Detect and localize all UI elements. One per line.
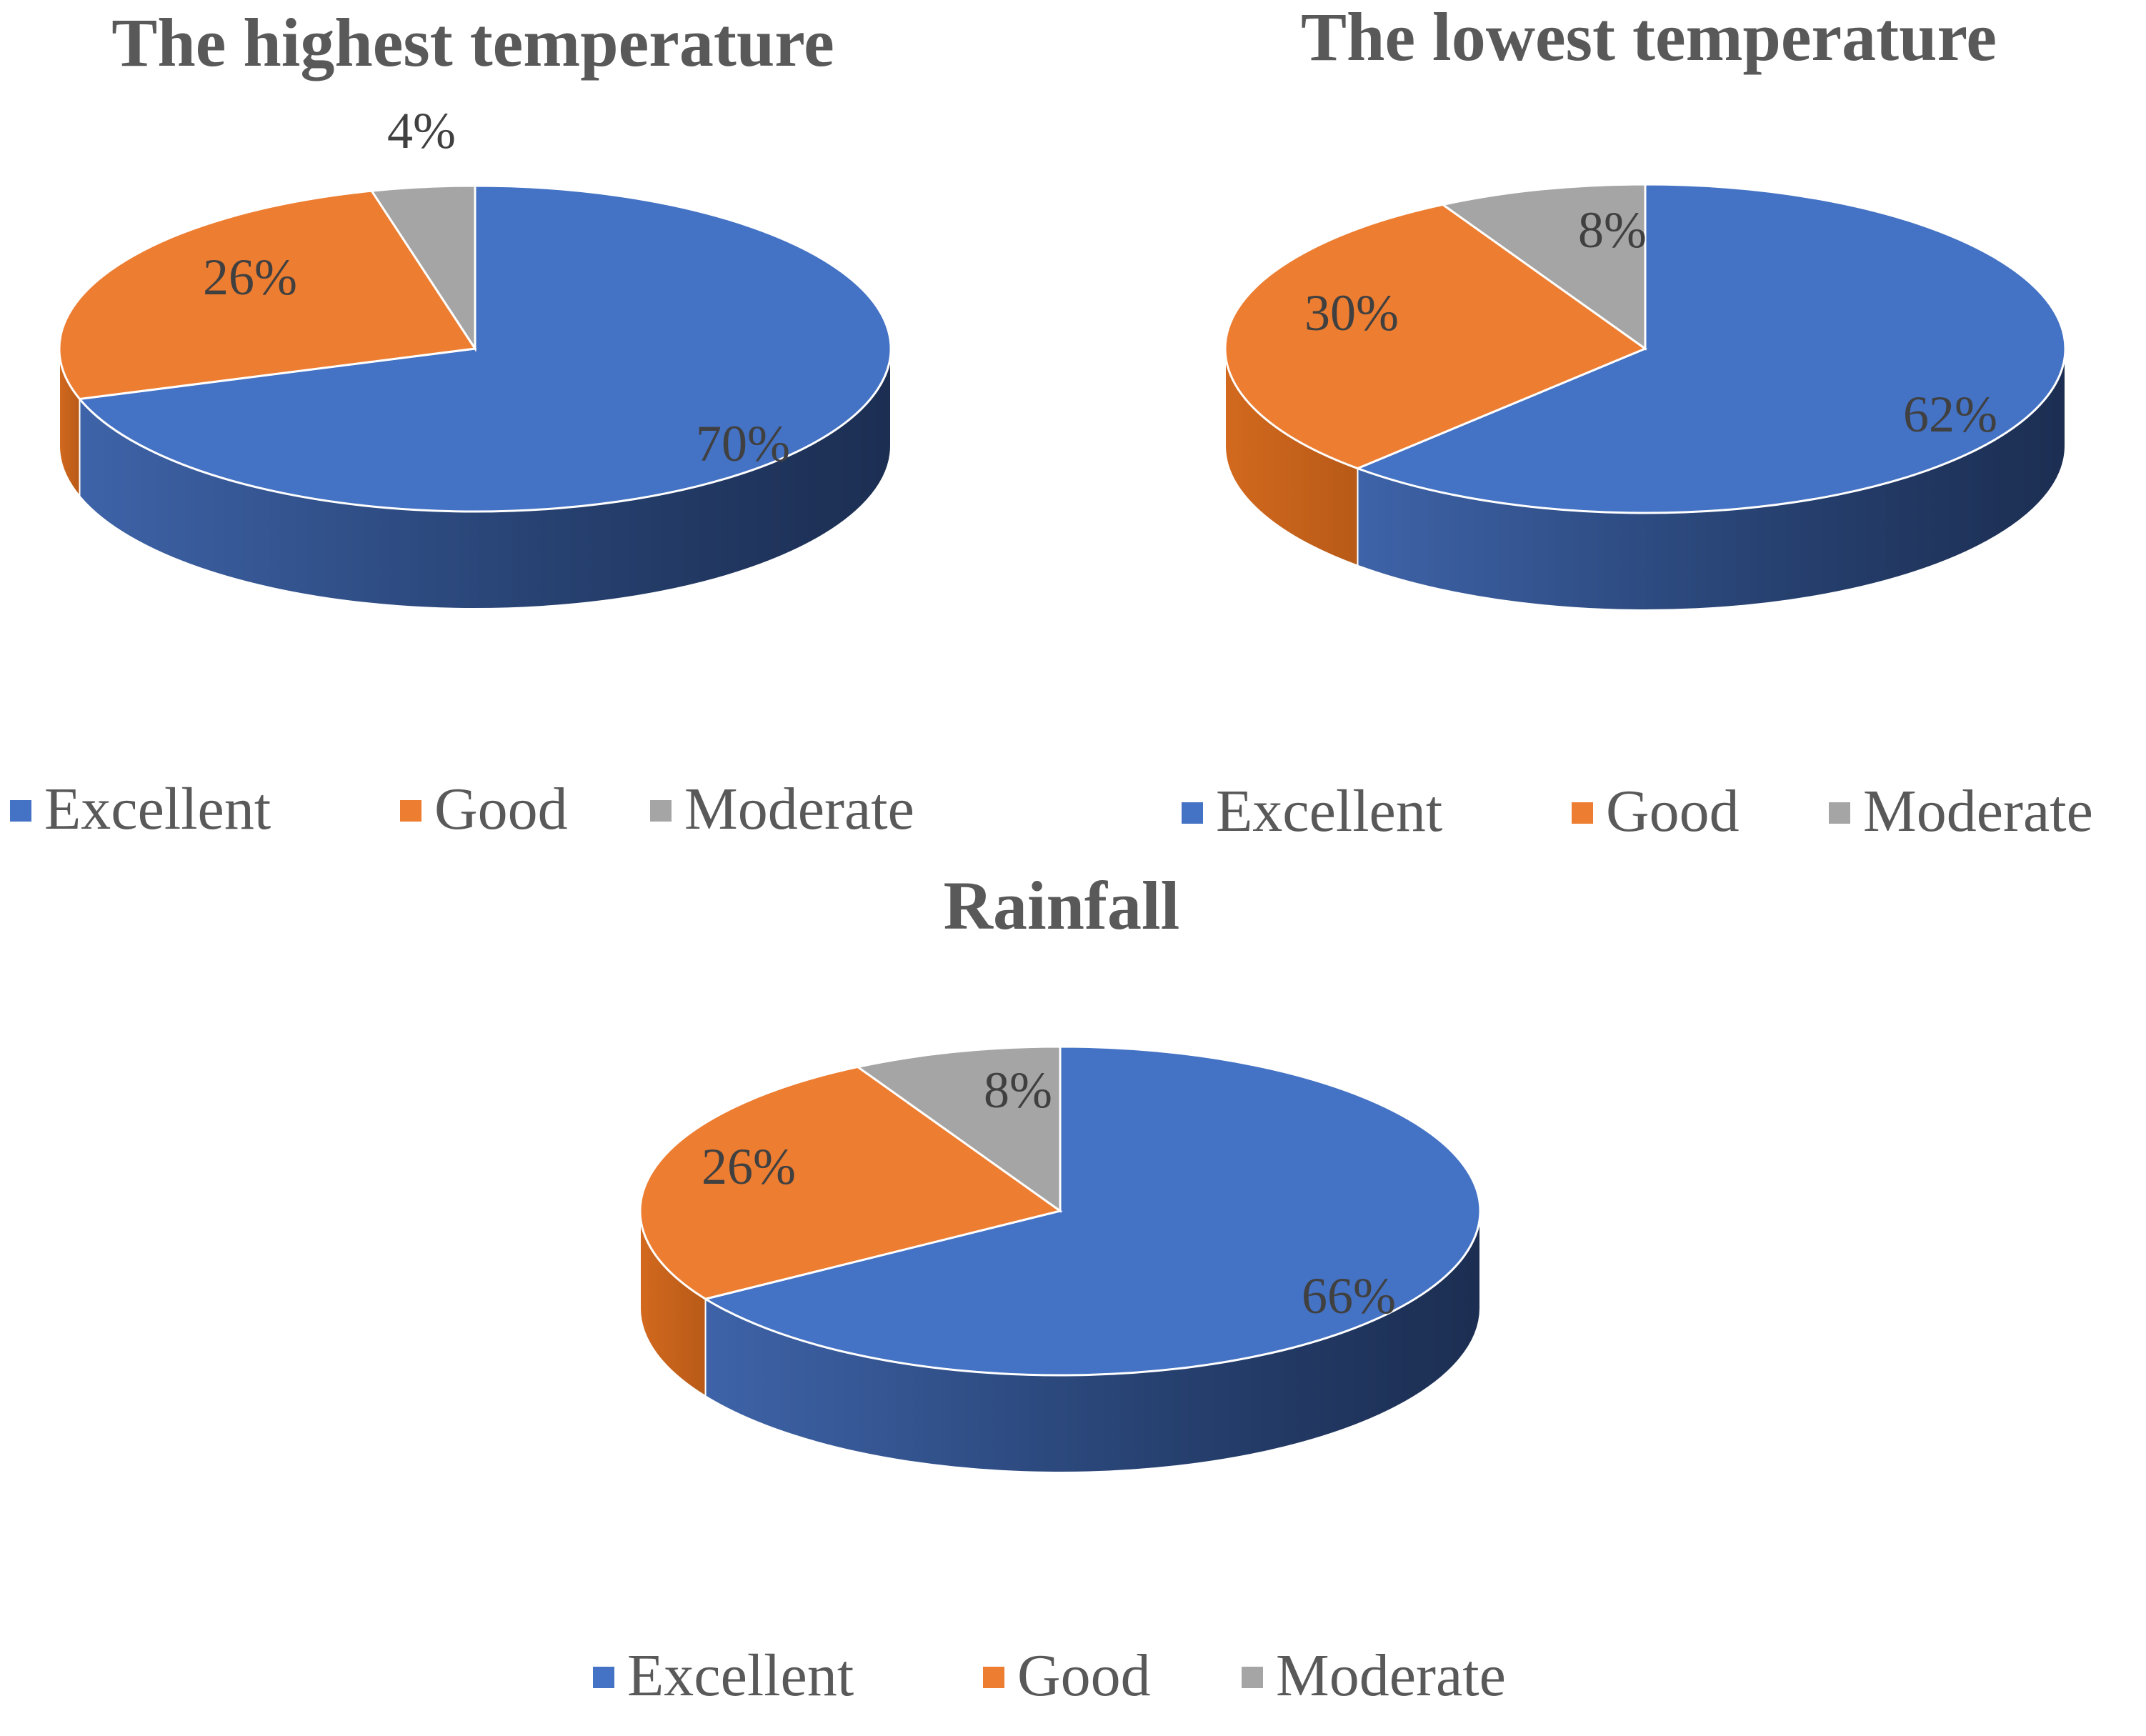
data-label-good: 30% xyxy=(1304,284,1399,341)
legend-highest-temperature: Excellent Good Moderate xyxy=(10,776,914,842)
data-label-moderate: 8% xyxy=(984,1062,1052,1119)
legend-label-excellent: Excellent xyxy=(44,776,271,842)
pie-highest-temperature: 70% 26% 4% xyxy=(58,102,892,609)
pie-slice-moderate xyxy=(1440,183,1647,351)
chart-rainfall: Rainfall 66% 26% 8% Excellent Good Moderate xyxy=(593,867,1506,1709)
pie-slice-excellent xyxy=(1354,183,2067,514)
pie-slice-good xyxy=(58,189,477,401)
pie-slice-good xyxy=(1224,203,1648,470)
data-label-excellent: 62% xyxy=(1903,386,1997,443)
pie-slice-moderate xyxy=(369,184,476,353)
legend-swatch-moderate xyxy=(650,800,672,822)
pie-rainfall: 66% 26% 8% xyxy=(639,1045,1482,1473)
legend-lowest-temperature: Excellent Good Moderate xyxy=(1182,778,2093,844)
legend-swatch-excellent xyxy=(593,1667,614,1688)
legend-label-moderate: Moderate xyxy=(1276,1642,1506,1709)
legend-label-good: Good xyxy=(1606,778,1740,844)
chart-title: Rainfall xyxy=(944,867,1180,944)
chart-title: The lowest temperature xyxy=(1301,0,1997,75)
chart-title: The highest temperature xyxy=(111,4,834,81)
pie-lowest-temperature: 62% 30% 8% xyxy=(1224,183,2067,611)
legend-swatch-good xyxy=(400,800,421,822)
legend-label-good: Good xyxy=(1017,1642,1151,1709)
data-label-good: 26% xyxy=(702,1138,796,1195)
pie-slice-excellent xyxy=(702,1045,1482,1377)
legend-label-excellent: Excellent xyxy=(627,1642,854,1709)
chart-highest-temperature: The highest temperature 70% 26% 4% Excelle… xyxy=(10,4,914,842)
chart-lowest-temperature: The lowest temperature 62% 30% 8% Excellen… xyxy=(1182,0,2093,844)
data-label-moderate: 4% xyxy=(387,102,456,159)
pie-slice-good xyxy=(639,1065,1063,1300)
pie-slice-excellent xyxy=(77,184,892,513)
legend-swatch-moderate xyxy=(1829,802,1850,824)
data-label-excellent: 66% xyxy=(1302,1267,1396,1325)
legend-rainfall: Excellent Good Moderate xyxy=(593,1642,1506,1709)
pie-slice-moderate xyxy=(855,1045,1062,1213)
legend-label-excellent: Excellent xyxy=(1216,778,1442,844)
legend-label-moderate: Moderate xyxy=(684,776,914,842)
legend-swatch-excellent xyxy=(1182,802,1203,824)
data-label-good: 26% xyxy=(203,249,297,306)
legend-swatch-good xyxy=(983,1667,1004,1688)
legend-label-moderate: Moderate xyxy=(1863,778,2093,844)
legend-label-good: Good xyxy=(434,776,568,842)
data-label-excellent: 70% xyxy=(696,415,790,472)
data-label-moderate: 8% xyxy=(1578,201,1647,259)
legend-swatch-moderate xyxy=(1242,1667,1263,1688)
legend-swatch-excellent xyxy=(10,800,31,822)
legend-swatch-good xyxy=(1572,802,1593,824)
